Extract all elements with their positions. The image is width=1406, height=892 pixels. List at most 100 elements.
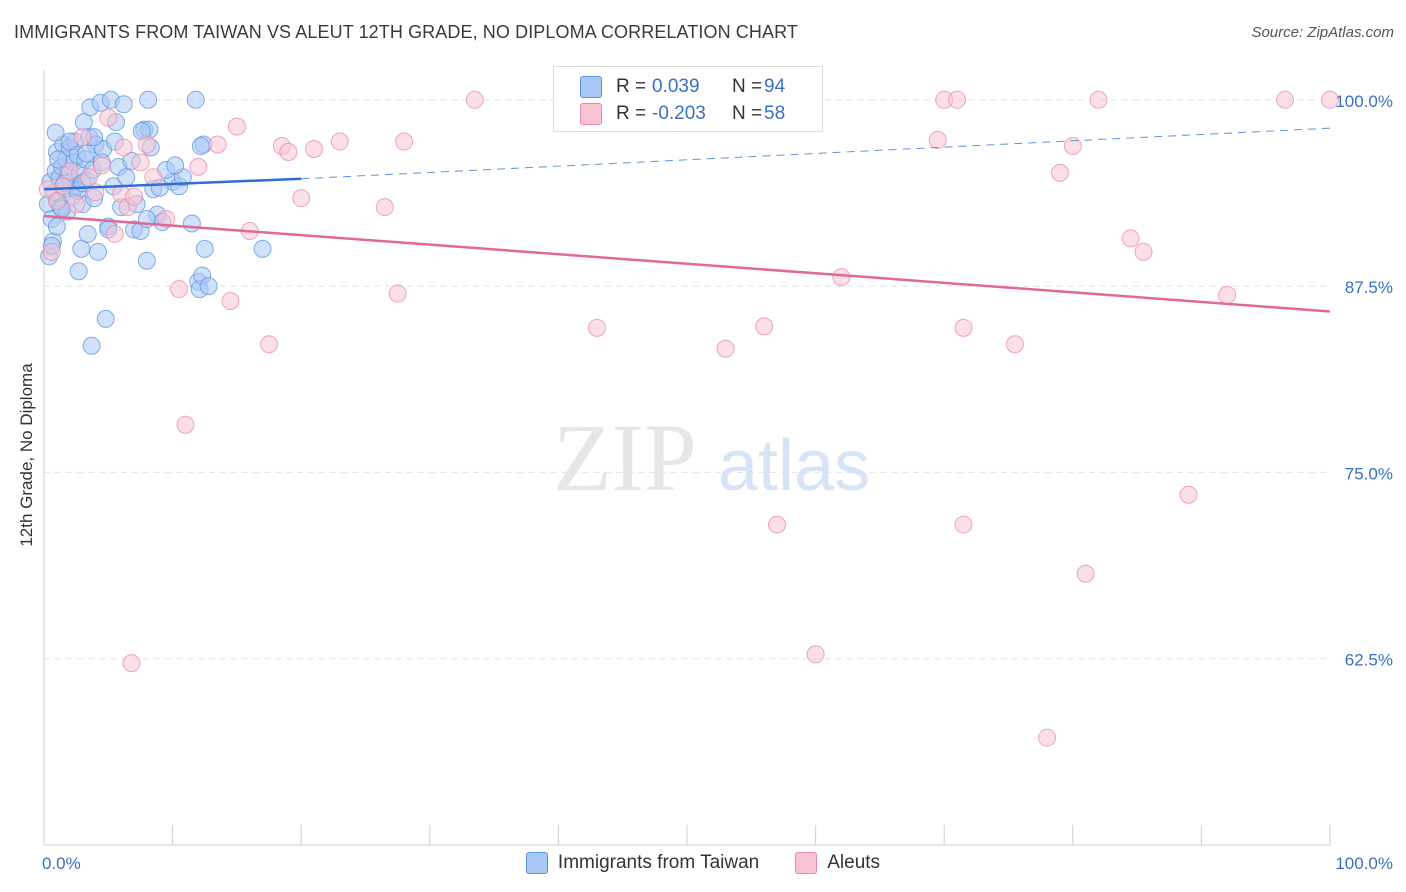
taiwan-point bbox=[182, 214, 201, 233]
taiwan-point bbox=[253, 239, 272, 258]
aleuts-point bbox=[292, 189, 311, 208]
aleuts-point bbox=[954, 318, 973, 337]
x-tick-label: 100.0% bbox=[1335, 854, 1393, 873]
aleuts-trend-line bbox=[43, 214, 1331, 313]
taiwan-trend-line bbox=[43, 177, 302, 191]
aleuts-point bbox=[137, 135, 156, 154]
aleuts-point bbox=[170, 280, 189, 299]
aleuts-point bbox=[99, 108, 118, 127]
aleuts-point bbox=[1089, 90, 1108, 109]
aleuts-point bbox=[227, 117, 246, 136]
legend-label-aleuts: Aleuts bbox=[827, 852, 881, 873]
r-value: -0.203 bbox=[652, 103, 706, 124]
aleuts-point bbox=[1218, 286, 1237, 305]
taiwan-point bbox=[191, 137, 210, 156]
aleuts-point bbox=[1063, 137, 1082, 156]
aleuts-point bbox=[92, 156, 111, 175]
aleuts-point bbox=[1005, 335, 1024, 354]
taiwan-point bbox=[47, 217, 66, 236]
n-label: N = bbox=[732, 103, 763, 124]
legend-item-taiwan[interactable]: Immigrants from Taiwan bbox=[525, 852, 760, 874]
n-label: N = bbox=[732, 76, 763, 97]
series-legend: Immigrants from Taiwan Aleuts bbox=[0, 852, 1406, 874]
aleuts-point bbox=[260, 335, 279, 354]
watermark: ZIP atlas bbox=[553, 404, 870, 511]
taiwan-point bbox=[82, 336, 101, 355]
aleuts-point bbox=[279, 142, 298, 161]
aleuts-point bbox=[806, 645, 825, 664]
taiwan-point bbox=[46, 123, 65, 142]
aleuts-point bbox=[954, 515, 973, 534]
trend-lines bbox=[43, 127, 1331, 313]
taiwan-point bbox=[77, 144, 96, 163]
axes bbox=[43, 70, 1331, 846]
taiwan-point bbox=[114, 95, 133, 114]
aleuts-point bbox=[221, 292, 240, 311]
taiwan-point bbox=[96, 309, 115, 328]
taiwan-point bbox=[199, 277, 218, 296]
taiwan-trend-extension bbox=[301, 127, 1331, 180]
aleuts-point bbox=[114, 138, 133, 157]
legend-row-aleuts: R = -0.203 N = 58 bbox=[580, 101, 785, 127]
aleuts-point bbox=[928, 131, 947, 150]
legend-swatch-aleuts bbox=[580, 103, 602, 125]
aleuts-point bbox=[1038, 728, 1057, 747]
taiwan-point bbox=[195, 239, 214, 258]
aleuts-point bbox=[122, 654, 141, 673]
n-value: 58 bbox=[764, 103, 786, 124]
aleuts-point bbox=[388, 284, 407, 303]
y-tick-label: 87.5% bbox=[1345, 278, 1393, 297]
tick-labels: 62.5% 75.0% 87.5% 100.0% 0.0% 100.0% bbox=[42, 92, 1393, 873]
taiwan-point bbox=[49, 150, 68, 169]
watermark-zip: ZIP bbox=[553, 404, 697, 511]
aleuts-point bbox=[1134, 242, 1153, 261]
taiwan-point bbox=[89, 242, 108, 261]
aleuts-point bbox=[1275, 90, 1294, 109]
aleuts-point bbox=[948, 90, 967, 109]
aleuts-point bbox=[105, 224, 124, 243]
aleuts-point bbox=[47, 192, 66, 211]
aleuts-point bbox=[716, 339, 735, 358]
aleuts-point bbox=[54, 177, 73, 196]
aleuts-point bbox=[755, 317, 774, 336]
watermark-atlas: atlas bbox=[718, 426, 870, 506]
y-tick-label: 62.5% bbox=[1345, 651, 1393, 670]
taiwan-point bbox=[78, 224, 97, 243]
aleuts-point bbox=[208, 135, 227, 154]
aleuts-point bbox=[60, 162, 79, 181]
aleuts-point bbox=[189, 157, 208, 176]
legend-label-taiwan: Immigrants from Taiwan bbox=[557, 852, 760, 873]
aleuts-point bbox=[176, 415, 195, 434]
legend-item-aleuts[interactable]: Aleuts bbox=[795, 852, 880, 874]
taiwan-point bbox=[117, 168, 136, 187]
aleuts-point bbox=[144, 168, 163, 187]
aleuts-point bbox=[42, 242, 61, 261]
aleuts-point bbox=[125, 187, 144, 206]
taiwan-point bbox=[137, 251, 156, 270]
taiwan-point bbox=[69, 262, 88, 281]
r-label: R = bbox=[616, 103, 647, 124]
source-label: Source: ZipAtlas.com bbox=[1251, 24, 1394, 41]
chart-title: IMMIGRANTS FROM TAIWAN VS ALEUT 12TH GRA… bbox=[14, 22, 798, 42]
grid-lines bbox=[44, 99, 1330, 660]
r-value: 0.039 bbox=[652, 76, 700, 97]
taiwan-point bbox=[139, 90, 158, 109]
taiwan-point bbox=[166, 156, 185, 175]
aleuts-point bbox=[1076, 564, 1095, 583]
aleuts-point bbox=[305, 139, 324, 158]
x-tick-label: 0.0% bbox=[42, 854, 81, 873]
legend-swatch-taiwan bbox=[525, 852, 548, 874]
taiwan-point bbox=[186, 90, 205, 109]
aleuts-point bbox=[465, 90, 484, 109]
aleuts-point bbox=[131, 153, 150, 172]
y-tick-label: 75.0% bbox=[1345, 464, 1393, 483]
aleuts-point bbox=[375, 198, 394, 217]
correlation-legend: R = 0.039 N = 94 R = -0.203 N = 58 bbox=[553, 66, 823, 132]
aleuts-point bbox=[1179, 485, 1198, 504]
aleuts-point bbox=[587, 318, 606, 337]
aleuts-point bbox=[768, 515, 787, 534]
aleuts-point bbox=[157, 210, 176, 229]
y-tick-label: 100.0% bbox=[1335, 92, 1393, 111]
aleuts-point bbox=[832, 268, 851, 287]
